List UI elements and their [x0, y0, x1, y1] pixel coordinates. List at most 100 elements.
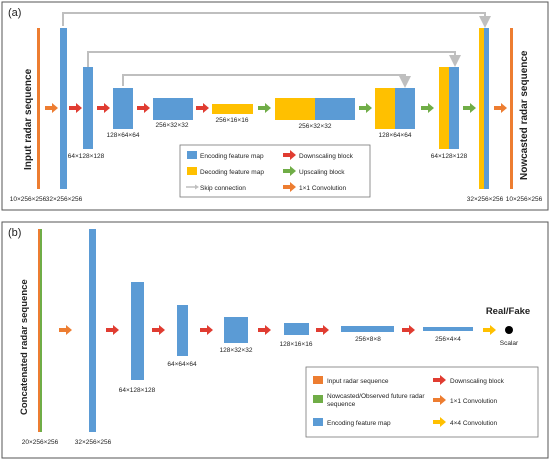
legend-b-nowcast-swatch [313, 395, 323, 403]
legend-b-down-label: Downscaling block [450, 378, 505, 385]
panel-b-border [1, 221, 549, 459]
disc-feature-map-2 [131, 282, 144, 380]
disc-feature-map-3 [177, 305, 188, 356]
panel-b: (b) Concatenated radar sequence 20×256×2… [1, 221, 549, 459]
input-sequence-label: Input radar sequence [23, 68, 34, 170]
down-arrow-b3 [200, 325, 213, 335]
conv-arrow-b [59, 325, 72, 335]
legend-skip-head [195, 184, 199, 190]
legend-b-encoding-label: Encoding feature map [327, 420, 391, 427]
dim-dec4: 256×32×32 [299, 123, 332, 130]
down-arrow-b4 [258, 325, 271, 335]
down-arrow-b5 [316, 325, 329, 335]
conv-arrow-in [45, 103, 58, 113]
concatenated-sequence-label: Concatenated radar sequence [19, 279, 30, 415]
down-arrow-4 [196, 103, 209, 113]
up-arrow-1 [258, 103, 271, 113]
dec-feature-map-4-decoded [275, 98, 315, 120]
legend-decoding-label: Decoding feature map [200, 169, 264, 176]
legend-b-conv4-arrow [433, 417, 446, 427]
skip-connection-3 [122, 74, 411, 88]
dec-feature-map-3-decoded [375, 88, 395, 129]
legend-b-box [305, 366, 539, 438]
legend-up-label: Upscaling block [299, 169, 345, 176]
skip-connections [62, 12, 491, 88]
dec-feature-map-2-decoded [439, 67, 449, 149]
dim-b-f2: 64×128×128 [119, 387, 156, 394]
legend-b-conv4-label: 4×4 Convolution [450, 420, 498, 427]
nowcast-sequence-bar-b [40, 229, 42, 432]
panel-a: (a) Input radar sequence 10×256×256 32×2… [1, 1, 549, 211]
dec-feature-map-3-skip [395, 88, 415, 129]
output-sequence-bar [510, 28, 513, 189]
bottleneck-feature-map [212, 104, 253, 114]
up-arrow-3 [421, 103, 434, 113]
enc-feature-map-2 [83, 67, 93, 149]
down-arrow-b6 [402, 325, 415, 335]
conv4-arrow-b [483, 325, 496, 335]
legend-b-nowcast-label-2: sequence [327, 401, 356, 408]
down-arrow-3 [137, 103, 150, 113]
legend-b: Input radar sequence Nowcasted/Observed … [305, 366, 539, 438]
disc-feature-map-6 [341, 326, 394, 332]
dec-feature-map-2-skip [449, 67, 459, 149]
up-arrow-4 [463, 103, 476, 113]
legend-b-input-swatch [313, 376, 323, 384]
legend-conv-arrow [283, 182, 296, 192]
down-arrow-b2 [152, 325, 165, 335]
dec-feature-map-1-decoded [479, 28, 484, 189]
dim-enc4: 256×32×32 [156, 122, 189, 129]
flow-arrows-b [59, 325, 496, 335]
dim-dec2: 64×128×128 [431, 153, 468, 160]
dim-b-input: 20×256×256 [22, 439, 59, 446]
dim-dec3: 128×64×64 [379, 132, 412, 139]
skip-connection-2 [87, 51, 461, 67]
legend-b-conv-label: 1×1 Convolution [450, 398, 498, 405]
dim-b-f5: 128×16×16 [280, 341, 313, 348]
enc-feature-map-3 [113, 88, 133, 129]
disc-feature-map-5 [284, 323, 309, 335]
disc-feature-map-7 [423, 327, 473, 331]
panel-b-label: (b) [8, 227, 21, 239]
conv-arrow-out [494, 103, 507, 113]
dim-b-f1: 32×256×256 [75, 439, 112, 446]
legend-up-arrow [283, 166, 296, 176]
legend-down-arrow [283, 150, 296, 160]
legend-b-input-label: Input radar sequence [327, 378, 389, 385]
down-arrow-1 [69, 103, 82, 113]
dim-enc3: 128×64×64 [107, 132, 140, 139]
down-arrow-b1 [106, 325, 119, 335]
dim-b-f4: 128×32×32 [220, 347, 253, 354]
legend-b-conv-arrow [433, 395, 446, 405]
down-arrow-2 [97, 103, 110, 113]
panel-a-label: (a) [8, 7, 21, 19]
enc-feature-map-1 [60, 28, 67, 189]
disc-feature-map-4 [224, 317, 248, 343]
legend-conv-label: 1×1 Convolution [299, 185, 347, 192]
real-fake-label: Real/Fake [486, 306, 530, 317]
legend-down-label: Downscaling block [299, 153, 354, 160]
dim-enc1: 32×256×256 [46, 196, 83, 203]
dec-feature-map-1-skip [484, 28, 489, 189]
legend-a: Encoding feature map Decoding feature ma… [179, 144, 371, 198]
legend-decoding-swatch [187, 167, 197, 175]
panel-a-border [1, 1, 549, 211]
legend-b-down-arrow [433, 375, 446, 385]
skip-connection-1 [62, 12, 491, 28]
output-sequence-label: Nowcasted radar sequence [519, 50, 530, 180]
scalar-label: Scalar [500, 340, 519, 347]
dim-input: 10×256×256 [10, 196, 47, 203]
dec-feature-map-4-skip [315, 98, 355, 120]
dim-b-f6: 256×8×8 [355, 336, 381, 343]
up-arrow-2 [359, 103, 372, 113]
dim-enc2: 64×128×128 [68, 153, 105, 160]
scalar-output-dot [505, 326, 513, 334]
legend-encoding-label: Encoding feature map [200, 153, 264, 160]
legend-b-encoding-swatch [313, 418, 323, 426]
dim-dec1: 32×256×256 [467, 196, 504, 203]
dim-bottleneck: 256×16×16 [216, 117, 249, 124]
input-sequence-bar [37, 28, 40, 189]
dim-output: 10×256×256 [506, 196, 543, 203]
legend-skip-label: Skip connection [200, 185, 246, 192]
legend-b-nowcast-label-1: Nowcasted/Observed future radar [327, 393, 425, 400]
